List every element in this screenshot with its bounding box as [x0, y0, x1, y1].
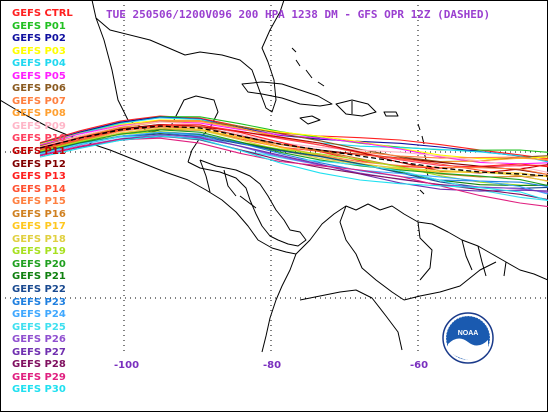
legend-entry: GEFS P19	[12, 246, 66, 258]
ensemble-contour-line	[39, 135, 548, 201]
border-honduras	[223, 169, 237, 197]
legend-entry: GEFS P29	[12, 371, 66, 383]
legend-entry: GEFS P03	[12, 45, 66, 57]
island-cuba	[241, 81, 333, 107]
coast-central-america	[187, 159, 307, 247]
coast-south-america-west	[261, 253, 297, 353]
coastlines	[0, 0, 548, 353]
border-colombia-peru	[299, 289, 403, 351]
border-venezuela-guyana	[417, 221, 433, 281]
ensemble-contour-line	[39, 121, 548, 173]
ensemble-contour-line	[39, 134, 548, 193]
legend-entry: GEFS P18	[12, 233, 66, 245]
legend-entry: GEFS P25	[12, 321, 66, 333]
legend-entry: GEFS P01	[12, 20, 66, 32]
axis-label-lon-60: -60	[410, 360, 429, 371]
island-jamaica	[299, 115, 321, 125]
axis-label-lon-80: -80	[263, 360, 282, 371]
ensemble-contour-line	[39, 127, 548, 183]
legend-entry: GEFS P28	[12, 359, 66, 371]
border-nicaragua	[239, 195, 257, 209]
legend-entry: GEFS P20	[12, 258, 66, 270]
border-brazil	[403, 261, 497, 301]
island-bahamas	[291, 47, 325, 87]
border-guianas	[461, 239, 507, 277]
island-antilles	[417, 123, 429, 195]
island-hispaniola	[335, 99, 377, 117]
coast-central-pacific	[187, 179, 297, 255]
legend-entry: GEFS P27	[12, 346, 66, 358]
legend-entry: GEFS P02	[12, 33, 66, 45]
island-puerto-rico	[383, 111, 399, 117]
legend-entry: GEFS P21	[12, 271, 66, 283]
border-colombia-venezuela	[339, 205, 405, 301]
legend-entry: GEFS P10	[12, 133, 66, 145]
legend-entry: GEFS P12	[12, 158, 66, 170]
ensemble-contour-line	[39, 125, 548, 175]
legend-entry: GEFS P08	[12, 108, 66, 120]
gfs-operational-contour	[39, 125, 548, 177]
legend-entry: GEFS P26	[12, 334, 66, 346]
legend-entry: GEFS P09	[12, 120, 66, 132]
legend-entry: GEFS P22	[12, 284, 66, 296]
coast-south-america-north	[295, 203, 548, 281]
ensemble-contour-line	[39, 121, 548, 163]
noaa-logo: NOAA	[442, 312, 494, 364]
legend-entry: GEFS P30	[12, 384, 66, 396]
legend-entry: GEFS P14	[12, 183, 66, 195]
legend-entry: GEFS CTRL	[12, 8, 73, 19]
legend-entry: GEFS P05	[12, 70, 66, 82]
logo-text: NOAA	[458, 330, 479, 337]
ensemble-contours	[39, 115, 548, 208]
legend-entry: GEFS P15	[12, 196, 66, 208]
ensemble-contour-line	[39, 129, 548, 187]
axis-label-lon-100: -100	[114, 360, 140, 371]
legend: GEFS CTRL GEFS P01 GEFS P02 GEFS P03 GEFS P0…	[12, 8, 73, 397]
legend-entry: GEFS P11	[12, 146, 66, 158]
legend-entry: GEFS P13	[12, 171, 66, 183]
legend-entry: GEFS P16	[12, 208, 66, 220]
border-guatemala	[199, 159, 211, 193]
legend-entry: GEFS P07	[12, 95, 66, 107]
coast-us-gulf	[91, 0, 285, 113]
chart-title: TUE 250506/1200V096 200 HPA 1238 DM - GF…	[106, 8, 491, 21]
legend-entry: GEFS P24	[12, 309, 66, 321]
legend-entry: GEFS P17	[12, 221, 66, 233]
legend-entry: GEFS P23	[12, 296, 66, 308]
legend-entry: GEFS P04	[12, 58, 66, 70]
legend-entry: GEFS P06	[12, 83, 66, 95]
